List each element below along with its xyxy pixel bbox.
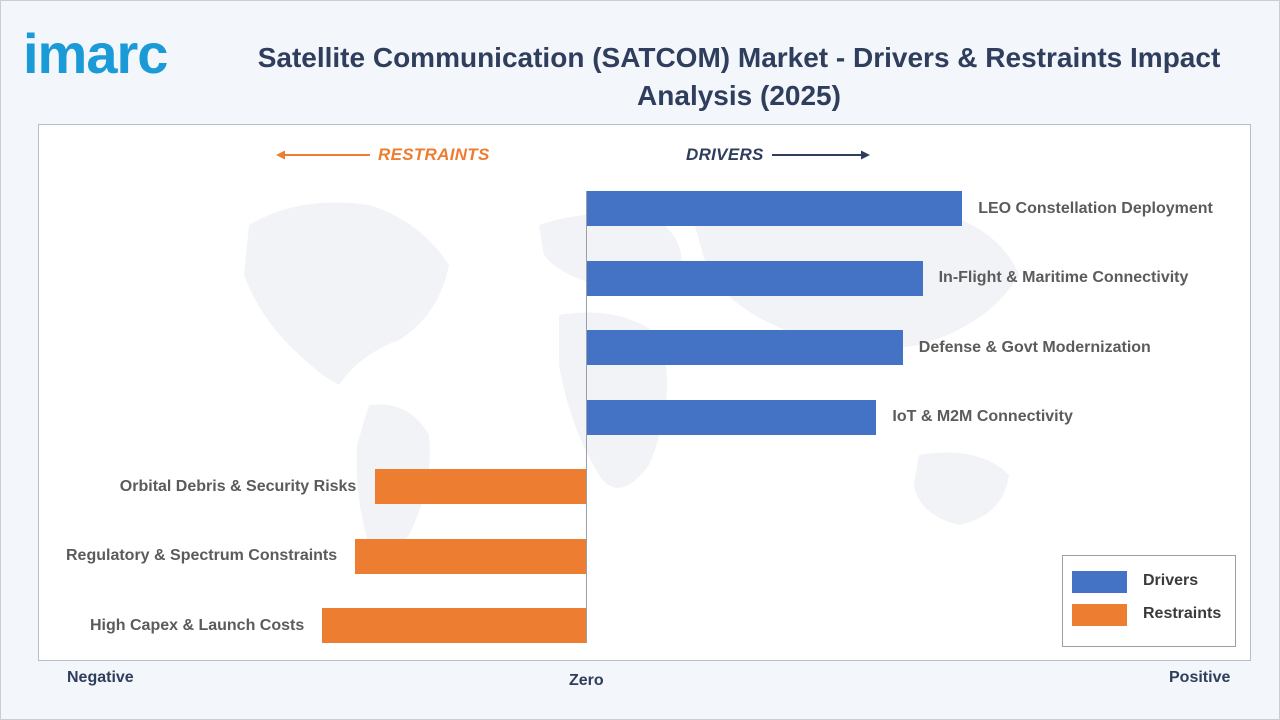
bar-leo-constellation-deployment xyxy=(586,191,963,226)
bar-regulatory-spectrum-constraints xyxy=(355,538,586,574)
bar-label: High Capex & Launch Costs xyxy=(90,616,305,634)
bar-defense-govt-modernization xyxy=(586,330,903,365)
restraints-header: RESTRAINTS xyxy=(378,145,490,164)
legend-label-restraints: Restraints xyxy=(1143,605,1222,622)
drivers-arrow-icon xyxy=(772,150,870,160)
legend-swatch-restraints xyxy=(1072,604,1127,626)
zero-axis-line xyxy=(586,191,587,643)
bar-label: LEO Constellation Deployment xyxy=(978,199,1213,217)
axis-label-negative: Negative xyxy=(67,669,134,686)
plot-area: RESTRAINTS DRIVERS LEO Constellation Dep… xyxy=(38,124,1251,661)
legend-label-drivers: Drivers xyxy=(1143,572,1199,589)
bar-label: Regulatory & Spectrum Constraints xyxy=(66,547,338,564)
bar-label: In-Flight & Maritime Connectivity xyxy=(938,269,1189,286)
legend-swatch-drivers xyxy=(1072,571,1127,593)
bar-orbital-debris-security-risks xyxy=(374,469,586,504)
bar-label: Orbital Debris & Security Risks xyxy=(119,477,357,495)
imarc-logo: imarc xyxy=(23,22,168,83)
bar-label: Defense & Govt Modernization xyxy=(918,338,1151,356)
bar-label: IoT & M2M Connectivity xyxy=(892,408,1073,425)
logo-wordmark: imarc xyxy=(23,22,167,83)
bar-iot-m2m-connectivity xyxy=(586,399,877,435)
drivers-header: DRIVERS xyxy=(686,145,764,164)
axis-label-positive: Positive xyxy=(1169,669,1231,686)
bar-in-flight-maritime-connectivity xyxy=(586,260,923,296)
legend: Drivers Restraints xyxy=(1062,555,1236,647)
restraints-arrow-icon xyxy=(276,150,370,160)
axis-label-zero: Zero xyxy=(569,672,604,689)
bar-high-capex-launch-costs xyxy=(322,608,586,643)
chart-title: Satellite Communication (SATCOM) Market … xyxy=(257,42,1221,111)
